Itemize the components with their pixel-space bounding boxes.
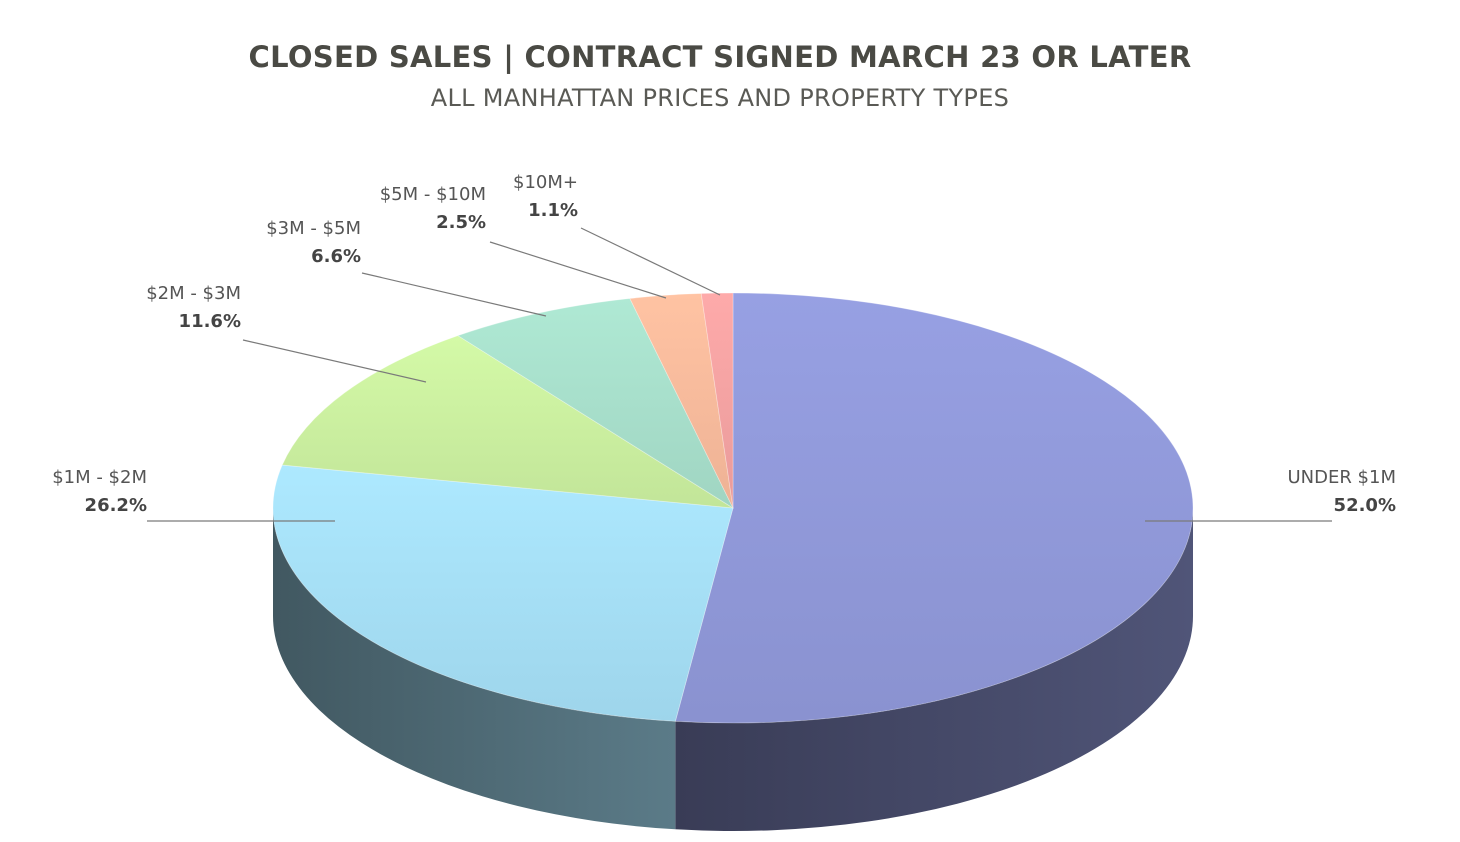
leader-line-2m-3m [242,339,427,383]
slice-label-2m-3m: $2M - $3M [146,283,241,304]
slice-value-under-1m: 52.0% [1334,495,1396,516]
pie-slice-1m-2m [272,464,734,722]
pie-side-under-1m [675,508,1193,831]
pie-side-1m-2m [273,508,676,830]
slice-label-3m-5m: $3M - $5M [266,218,361,239]
slice-labels: UNDER $1M 52.0% $1M - $2M 26.2% $2M - $3M 11.… [52,172,1396,516]
slice-value-3m-5m: 6.6% [311,246,361,267]
chart-subtitle: ALL MANHATTAN PRICES AND PROPERTY TYPES [430,84,1010,112]
pie-sides [273,508,1193,831]
slice-value-10m-plus: 1.1% [528,200,578,221]
leader-line-3m-5m [361,272,547,317]
leader-line-5m-10m [489,241,667,299]
chart-title: CLOSED SALES | CONTRACT SIGNED MARCH 23 … [248,40,1192,74]
slice-value-2m-3m: 11.6% [179,311,241,332]
slice-label-10m-plus: $10M+ [513,172,578,193]
pie-slices [272,292,1194,724]
pie-slice-5m-10m [629,293,734,509]
slice-label-1m-2m: $1M - $2M [52,467,147,488]
leader-line-10m-plus [580,227,721,296]
pie-slice-2m-3m [281,335,734,509]
slice-label-under-1m: UNDER $1M [1287,467,1396,488]
slice-value-5m-10m: 2.5% [436,212,486,233]
slice-label-5m-10m: $5M - $10M [380,184,486,205]
leader-lines [147,227,1332,522]
pie-slice-3m-5m [457,298,734,510]
slice-value-1m-2m: 26.2% [85,495,147,516]
